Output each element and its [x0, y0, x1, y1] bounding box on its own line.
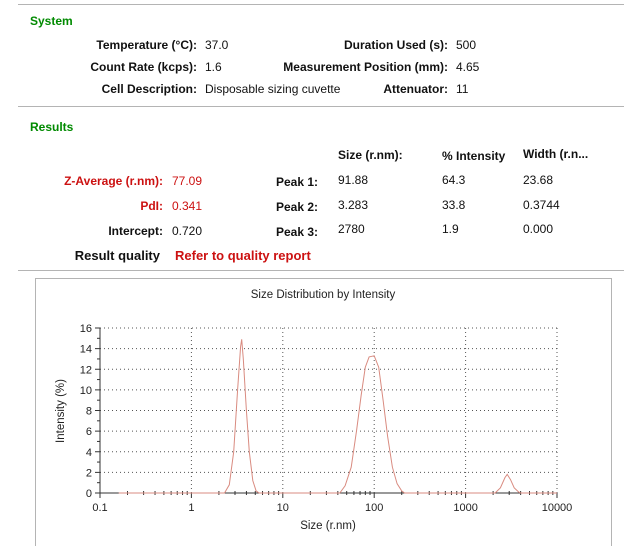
x-tick-label: 1000 [453, 502, 477, 514]
peak2-width: 0.3744 [523, 198, 560, 212]
y-tick-label: 2 [86, 467, 92, 479]
peak3-width: 0.000 [523, 222, 554, 236]
count-rate-label: Count Rate (kcps): [90, 60, 197, 74]
results-section-heading: Results [30, 120, 74, 134]
system-section-heading: System [30, 14, 73, 28]
temperature-label: Temperature (°C): [96, 38, 197, 52]
measurement-position-label: Measurement Position (mm): [283, 60, 448, 74]
system-results-divider [18, 106, 624, 107]
peak2-size: 3.283 [338, 198, 369, 212]
x-tick-label: 10000 [542, 502, 573, 514]
y-tick-label: 4 [86, 447, 92, 459]
z-average-label: Z-Average (r.nm): [64, 174, 163, 188]
attenuator-label: Attenuator: [383, 82, 448, 96]
attenuator-value: 11 [456, 82, 469, 96]
y-tick-label: 6 [86, 426, 92, 438]
peak1-width: 23.68 [523, 173, 554, 187]
column-header-width: Width (r.n... [523, 147, 589, 161]
measurement-position-value: 4.65 [456, 60, 480, 74]
peak1-intensity: 64.3 [442, 173, 466, 187]
y-tick-label: 8 [86, 406, 92, 418]
top-divider [18, 4, 624, 5]
y-tick-label: 14 [80, 344, 92, 356]
duration-used-value: 500 [456, 38, 477, 52]
intensity-distribution-curve [118, 339, 557, 494]
chart-y-axis-label: Intensity (%) [55, 379, 67, 443]
chart-x-axis-label: Size (r.nm) [300, 520, 356, 532]
count-rate-value: 1.6 [205, 60, 222, 74]
peak3-size: 2780 [338, 222, 365, 236]
column-header-intensity: % Intensity [442, 149, 506, 163]
column-header-size: Size (r.nm): [338, 148, 403, 162]
pdi-value: 0.341 [172, 199, 203, 213]
intercept-label: Intercept: [108, 224, 163, 238]
result-quality-label: Result quality [74, 248, 160, 263]
x-tick-label: 0.1 [92, 502, 107, 514]
chart-title: Size Distribution by Intensity [251, 289, 396, 301]
peak2-intensity: 33.8 [442, 198, 466, 212]
pdi-label: PdI: [140, 199, 163, 213]
results-chart-divider [18, 270, 624, 271]
duration-used-label: Duration Used (s): [343, 38, 448, 52]
peak3-label: Peak 3: [275, 225, 318, 239]
peak3-intensity: 1.9 [442, 222, 459, 236]
x-tick-label: 10 [277, 502, 289, 514]
y-tick-label: 10 [80, 385, 92, 397]
cell-description-label: Cell Description: [101, 82, 197, 96]
y-tick-label: 12 [80, 364, 92, 376]
intercept-value: 0.720 [172, 224, 203, 238]
temperature-value: 37.0 [205, 38, 229, 52]
x-tick-label: 1 [188, 502, 194, 514]
result-quality-value: Refer to quality report [175, 248, 311, 263]
peak1-size: 91.88 [338, 173, 369, 187]
cell-description-value: Disposable sizing cuvette [205, 82, 341, 96]
y-tick-label: 16 [80, 323, 92, 335]
size-distribution-chart: Size Distribution by Intensity Size (r.n… [35, 278, 612, 546]
z-average-value: 77.09 [172, 174, 203, 188]
x-tick-label: 100 [365, 502, 383, 514]
peak2-label: Peak 2: [275, 200, 318, 214]
y-tick-label: 0 [86, 488, 92, 500]
peak1-label: Peak 1: [275, 175, 318, 189]
size-distribution-plot: Size Distribution by Intensity Size (r.n… [55, 289, 573, 532]
